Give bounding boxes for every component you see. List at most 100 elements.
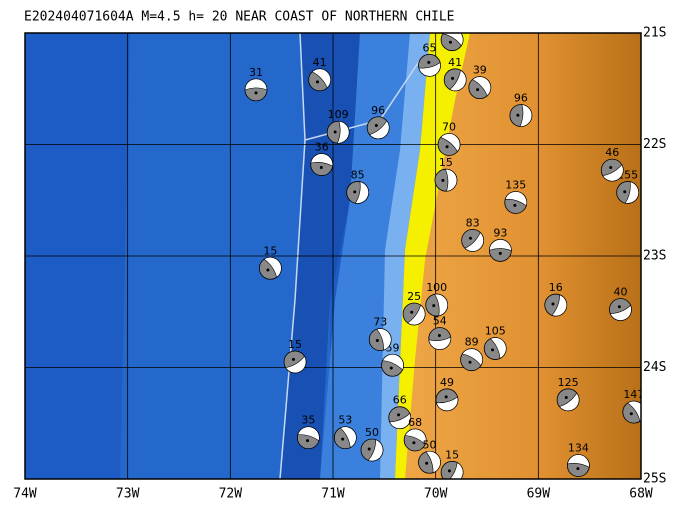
beachball: 70 [437, 121, 461, 156]
beachball-dilatation [367, 439, 384, 462]
beachball: 100 [425, 281, 449, 317]
beachball: 135 [504, 178, 528, 214]
p-axis [319, 166, 323, 170]
depth-label: 15 [439, 156, 453, 169]
depth-label: 147 [623, 388, 644, 401]
x-tick-label: 70W [424, 487, 448, 502]
depth-label: 134 [568, 442, 589, 455]
p-axis [432, 304, 436, 308]
depth-label: 100 [426, 281, 447, 294]
p-axis [333, 130, 337, 134]
beachball: 39 [468, 64, 492, 100]
depth-label: 40 [613, 286, 627, 299]
depth-label: 96 [371, 104, 385, 117]
x-tick-label: 74W [13, 487, 37, 502]
beachball-dilatation [418, 62, 441, 77]
beachball: 15 [440, 448, 464, 479]
p-axis [412, 441, 416, 445]
beachball-dilatation [489, 239, 512, 252]
beachball: 68 [403, 416, 427, 452]
x-tick-label: 68W [629, 487, 653, 502]
x-tick-label: 72W [219, 487, 243, 502]
p-axis [564, 395, 568, 399]
depth-label: 85 [351, 168, 365, 181]
beachball: 93 [488, 226, 512, 262]
depth-label: 41 [448, 56, 462, 69]
p-axis [609, 166, 613, 170]
beachball-dilatation [310, 153, 333, 167]
beachball: 15 [283, 338, 307, 374]
p-axis [441, 178, 445, 182]
beachball: 66 [388, 394, 412, 430]
beachball: 40 [609, 286, 632, 321]
depth-label: 54 [433, 315, 447, 328]
depth-label: 135 [505, 178, 526, 191]
beachball-dilatation [609, 304, 632, 321]
beachball-dilatation [336, 120, 350, 144]
beachball-dilatation [425, 451, 441, 474]
depth-label: 109 [328, 108, 349, 121]
beachball-dilatation [449, 69, 467, 92]
p-axis [353, 190, 357, 194]
p-axis [367, 447, 371, 451]
beachball-dilatation [461, 348, 483, 367]
p-axis [437, 334, 441, 338]
p-axis [448, 40, 452, 44]
depth-label: 15 [288, 338, 302, 351]
beachball: 35 [296, 414, 320, 450]
beachball: 125 [556, 376, 580, 412]
p-axis [444, 395, 448, 399]
depth-label: 93 [493, 226, 507, 239]
beachball-dilatation [263, 257, 282, 278]
beachball-dilatation [389, 412, 411, 429]
p-axis [254, 91, 258, 95]
depth-label: 70 [442, 121, 456, 134]
beachball: 100 [440, 33, 464, 52]
p-axis [397, 413, 401, 417]
depth-label: 83 [466, 216, 480, 229]
beachball-dilatation [567, 454, 590, 468]
beachball: 15 [258, 244, 282, 280]
beachball-dilatation [354, 181, 369, 204]
beachball-dilatation [434, 293, 448, 317]
p-axis [266, 268, 270, 272]
beachball: 85 [346, 168, 370, 204]
y-tick-label: 23S [643, 249, 666, 264]
beachball-dilatation [519, 104, 533, 127]
beachball-dilatation [504, 191, 528, 207]
depth-label: 39 [473, 64, 487, 77]
depth-label: 66 [393, 394, 407, 407]
depth-label: 89 [465, 336, 479, 349]
p-axis [410, 310, 414, 314]
beachball: 50 [418, 438, 441, 474]
beachball-dilatation [624, 181, 639, 204]
beachball: 41 [443, 56, 467, 92]
depth-label: 31 [249, 66, 263, 79]
beachball-dilatation [428, 336, 451, 350]
depth-label: 35 [301, 414, 315, 427]
depth-label: 50 [365, 426, 379, 439]
depth-label: 36 [315, 141, 329, 154]
depth-label: 96 [514, 92, 528, 105]
depth-label: 16 [549, 281, 563, 294]
p-axis [306, 439, 310, 443]
beachball-dilatation [444, 168, 458, 192]
p-axis [374, 123, 378, 127]
p-axis [445, 145, 449, 149]
beachball-dilatation [369, 120, 390, 140]
beachball: 109 [326, 108, 350, 144]
beachball-dilatation [407, 304, 426, 326]
beachball: 89 [460, 336, 484, 372]
p-axis [551, 302, 555, 306]
depth-label: 46 [605, 146, 619, 159]
beachball: 31 [244, 66, 268, 102]
beachball: 41 [308, 56, 332, 92]
depth-label: 105 [485, 325, 506, 338]
beachball: 73 [368, 316, 392, 352]
beachball-dilatation [558, 392, 580, 412]
beachball-dilatation [440, 133, 461, 153]
x-tick-label: 71W [321, 487, 345, 502]
beachball-dilatation [435, 396, 459, 412]
